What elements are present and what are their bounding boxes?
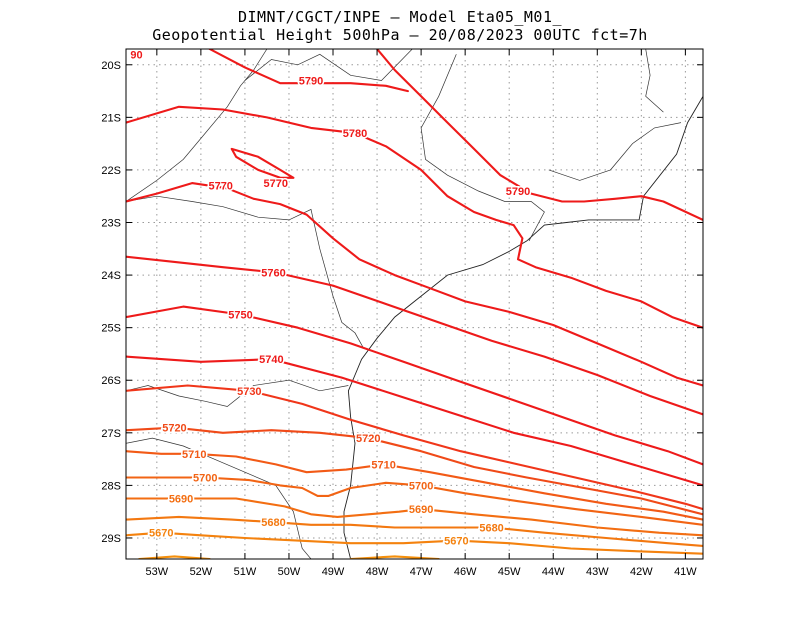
contour-line-5790: [208, 49, 409, 93]
tick-label-lon: 49W: [322, 566, 345, 578]
contour-line-5760: [126, 255, 703, 416]
tick-label-lat: 28S: [101, 480, 121, 492]
contour-label-5710: 5710: [371, 459, 395, 471]
tick-label-lon: 48W: [366, 566, 389, 578]
tick-label-lon: 45W: [498, 566, 521, 578]
contour-label-5750: 5750: [228, 310, 252, 322]
contour-label-5700: 5700: [193, 473, 217, 485]
state-border: [645, 49, 664, 113]
tick-label-lat: 23S: [101, 218, 121, 230]
tick-label-lon: 44W: [542, 566, 565, 578]
contour-label-5760: 5760: [261, 267, 285, 279]
contour-label-5720: 5720: [356, 433, 380, 445]
contour-layer: [126, 49, 703, 559]
tick-label-lat: 20S: [101, 60, 121, 72]
contour-label-5790: 5790: [299, 76, 323, 88]
contour-label-5770: 5770: [208, 181, 232, 193]
contour-line-5770: [230, 147, 295, 179]
tick-label-lon: 50W: [278, 566, 301, 578]
tick-label-lon: 46W: [454, 566, 477, 578]
tick-label-lat: 22S: [101, 165, 121, 177]
contour-label-5770: 5770: [264, 178, 288, 190]
contour-line-5670: [126, 531, 703, 555]
state-border: [126, 437, 312, 559]
tick-label-lon: 41W: [674, 566, 697, 578]
tick-label-lat: 26S: [101, 375, 121, 387]
tick-label-lat: 24S: [101, 270, 121, 282]
tick-label-lon: 47W: [410, 566, 433, 578]
tick-label-lat: 27S: [101, 428, 121, 440]
edge-contour-label: 90: [130, 49, 142, 61]
state-border: [548, 122, 682, 181]
contour-line-5750: [126, 305, 703, 466]
contour-line-5790: [376, 49, 703, 221]
contour-line-5690: [126, 497, 703, 537]
contour-line-5770: [126, 182, 703, 387]
title-line-2: Geopotential Height 500hPa — 20/08/2023 …: [152, 26, 648, 44]
contour-label-5700: 5700: [409, 480, 433, 492]
contour-line-5780: [126, 105, 703, 329]
contour-line-5680: [126, 515, 703, 547]
coastline: [343, 96, 703, 559]
state-border: [244, 49, 413, 81]
contour-label-5730: 5730: [237, 386, 261, 398]
contour-label-5780: 5780: [343, 128, 367, 140]
tick-label-lon: 43W: [586, 566, 609, 578]
tick-label-lat: 21S: [101, 112, 121, 124]
plot-frame: [125, 48, 704, 560]
state-border: [420, 54, 545, 242]
contour-label-5680: 5680: [261, 517, 285, 529]
contour-line-5730: [126, 384, 703, 511]
contour-label-layer: 5790 5790 5780 5770 5770 5760 5750 5740 5730 5720…: [130, 49, 531, 549]
contour-line-5660: [138, 555, 211, 559]
contour-label-5690: 5690: [409, 504, 433, 516]
contour-label-5670: 5670: [149, 528, 173, 540]
contour-label-5690: 5690: [169, 494, 193, 506]
contour-line-5720: [126, 426, 703, 516]
contour-label-5740: 5740: [259, 354, 283, 366]
contour-line-5710: [126, 450, 703, 521]
tick-label-lon: 42W: [630, 566, 653, 578]
title-line-1: DIMNT/CGCT/INPE — Model Eta05_M01_: [237, 8, 563, 26]
state-border: [126, 49, 268, 202]
axis-layer: 53W 52W 51W 50W 49W 48W 47W 46W 45W 44W 43W 42W 41W 2…: [101, 49, 703, 578]
tick-label-lat: 25S: [101, 323, 121, 335]
tick-label-lon: 52W: [190, 566, 213, 578]
contour-label-5680: 5680: [479, 522, 503, 534]
contour-label-5670: 5670: [444, 536, 468, 548]
contour-line-5660: [349, 555, 440, 559]
contour-label-5710: 5710: [182, 449, 206, 461]
tick-label-lat: 29S: [101, 533, 121, 545]
contour-label-5720: 5720: [162, 423, 186, 435]
state-border: [126, 195, 365, 349]
contour-line-5700: [126, 476, 703, 526]
tick-label-lon: 51W: [234, 566, 257, 578]
contour-line-5740: [126, 355, 703, 487]
tick-label-lon: 53W: [146, 566, 169, 578]
contour-label-5790: 5790: [506, 186, 530, 198]
